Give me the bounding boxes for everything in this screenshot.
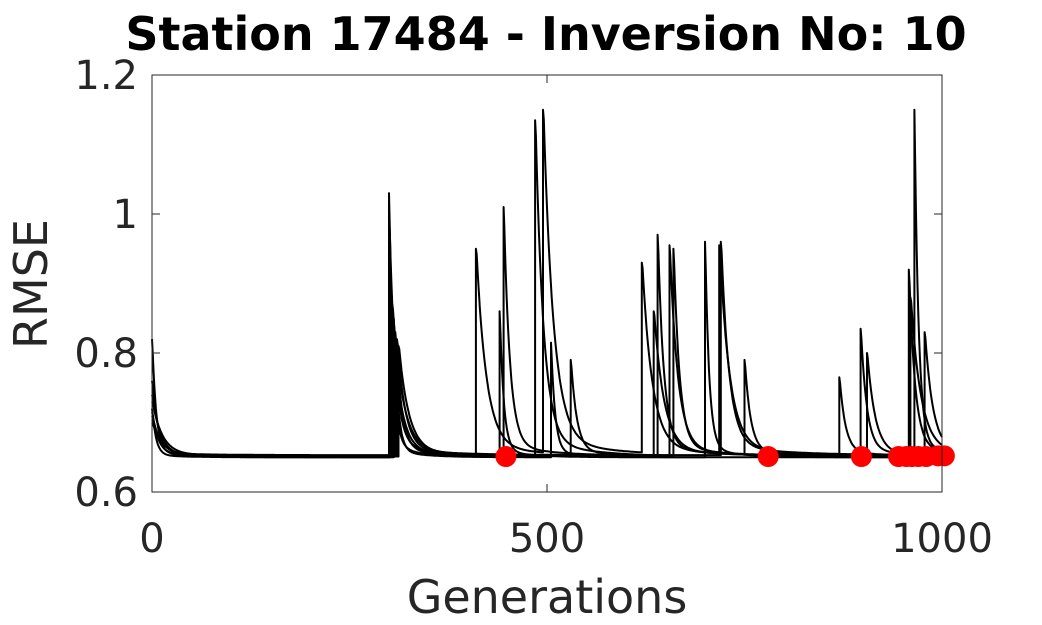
y-tick-label-0: 0.6	[74, 470, 138, 516]
best-point-9	[933, 445, 955, 467]
series-line-0	[151, 192, 943, 459]
series-line-6	[151, 240, 943, 457]
series-layer	[151, 108, 943, 459]
x-axis: 0 500 1000	[139, 75, 993, 562]
y-axis: 0.6 0.8 1 1.2	[74, 53, 942, 516]
series-line-1	[151, 206, 943, 457]
best-point-2	[850, 446, 872, 468]
x-tick-label-0: 0	[139, 516, 164, 562]
series-line-4	[151, 108, 943, 459]
y-tick-label-1: 0.8	[74, 331, 138, 377]
y-axis-label: RMSE	[4, 219, 58, 349]
series-line-2	[151, 119, 943, 459]
series-line-7	[151, 296, 943, 458]
best-point-0	[495, 446, 517, 468]
series-line-3	[151, 108, 943, 458]
plot-frame	[151, 74, 943, 493]
best-point-1	[757, 446, 779, 468]
y-tick-label-2: 1	[113, 192, 138, 238]
x-tick-label-1: 500	[509, 516, 585, 562]
chart-title: Station 17484 - Inversion No: 10	[125, 7, 966, 61]
x-axis-label: Generations	[407, 570, 688, 624]
series-line-5	[151, 247, 943, 457]
x-tick-label-2: 1000	[891, 516, 993, 562]
best-points-layer	[495, 445, 955, 468]
plot-area	[151, 74, 955, 493]
y-tick-label-3: 1.2	[74, 53, 138, 99]
